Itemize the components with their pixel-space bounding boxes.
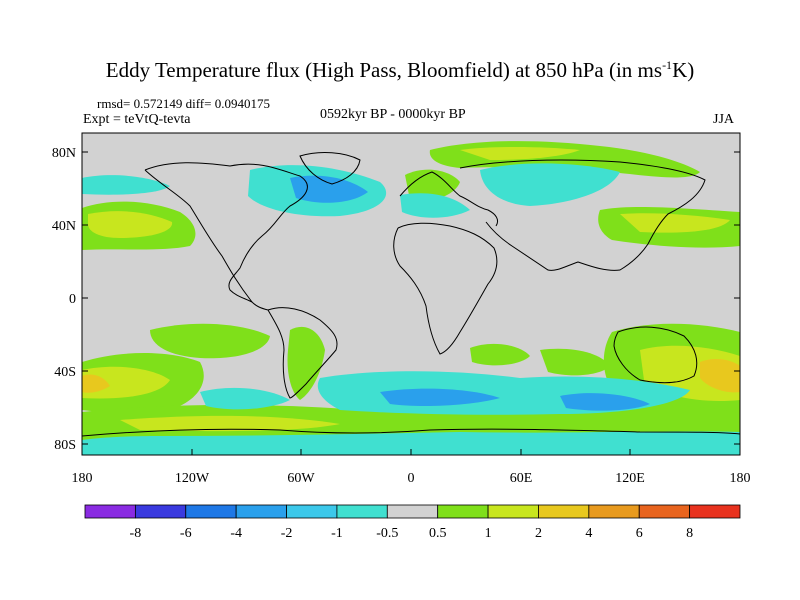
colorbar-swatch — [689, 504, 741, 519]
lon-tick-label: 0 — [408, 471, 415, 486]
patch-neg — [82, 431, 740, 455]
patch-pos — [405, 169, 460, 202]
lon-axis — [81, 449, 741, 455]
colorbar-swatch — [235, 504, 287, 519]
lon-tick-label: 60W — [287, 471, 315, 486]
colorbar-label: 2 — [535, 526, 542, 541]
coast-south-america — [267, 307, 338, 399]
coast-antarctica — [82, 428, 740, 437]
patch-neg — [400, 193, 470, 218]
lon-tick-label: 120W — [175, 471, 210, 486]
coastlines — [82, 152, 740, 437]
coast-australia — [613, 326, 698, 384]
anomaly-field — [82, 141, 740, 455]
patch-pos — [120, 415, 340, 432]
lon-tick-labels: 180 120W 60W 0 60E 120E 180 — [72, 471, 751, 486]
patch-pos — [82, 374, 110, 393]
patch-neg — [290, 175, 368, 203]
colorbar-swatch — [588, 504, 640, 519]
colorbar-label: 4 — [585, 526, 592, 541]
patch-pos — [287, 326, 325, 400]
lon-tick-label: 60E — [510, 471, 533, 486]
colorbar-swatch — [185, 504, 237, 519]
patch-pos — [620, 213, 730, 233]
lat-tick-label: 40S — [54, 365, 76, 380]
coast-europe — [399, 171, 499, 227]
colorbar-label: -8 — [130, 526, 142, 541]
colorbar-label: -6 — [180, 526, 192, 541]
colorbar-label: 0.5 — [429, 526, 447, 541]
lat-tick-label: 80S — [54, 438, 76, 453]
patch-pos — [88, 211, 173, 238]
colorbar — [84, 504, 741, 519]
lon-tick-label: 120E — [615, 471, 645, 486]
patch-pos — [150, 323, 270, 359]
coast-asia — [459, 159, 706, 271]
colorbar-labels: -8 -6 -4 -2 -1 -0.5 0.5 1 2 4 6 8 — [130, 526, 694, 541]
colorbar-label: -4 — [230, 526, 242, 541]
coast-greenland — [299, 152, 361, 185]
colorbar-label: 8 — [686, 526, 693, 541]
stats-label: rmsd= 0.572149 diff= 0.0940175 — [97, 96, 270, 111]
lon-tick-label: 180 — [72, 471, 93, 486]
colorbar-swatch — [437, 504, 489, 519]
patch-pos — [460, 147, 580, 160]
coast-north-america-west — [144, 169, 253, 303]
patch-neg — [380, 388, 500, 406]
lat-tick-label: 0 — [69, 292, 76, 307]
coast-north-america — [144, 162, 308, 311]
patch-pos — [470, 343, 530, 366]
patch-neg — [200, 387, 290, 410]
colorbar-swatch — [134, 504, 187, 519]
colorbar-label: -1 — [331, 526, 343, 541]
coast-africa — [393, 222, 498, 355]
lat-axis — [82, 151, 740, 445]
colorbar-swatch — [386, 504, 439, 519]
colorbar-swatch — [487, 504, 539, 519]
patch-neg — [480, 163, 620, 206]
lat-tick-label: 80N — [52, 146, 76, 161]
season-label: JJA — [713, 112, 735, 127]
lat-tick-labels: 80N 40N 0 40S 80S — [52, 146, 76, 453]
patch-pos — [540, 348, 610, 376]
colorbar-label: -0.5 — [376, 526, 398, 541]
colorbar-swatch — [638, 504, 691, 519]
colorbar-label: 6 — [636, 526, 643, 541]
colorbar-swatch — [538, 504, 590, 519]
colorbar-swatch — [84, 504, 136, 519]
experiment-label: Expt = teVtQ-tevta — [83, 112, 191, 127]
lon-tick-label: 180 — [730, 471, 751, 486]
patch-pos — [700, 359, 740, 393]
plot-title: Eddy Temperature flux (High Pass, Bloomf… — [105, 58, 695, 82]
colorbar-swatch — [286, 504, 338, 519]
colorbar-swatch — [336, 504, 388, 519]
patch-neg — [560, 393, 650, 411]
lat-tick-label: 40N — [52, 219, 76, 234]
period-label: 0592kyr BP - 0000kyr BP — [320, 107, 466, 122]
colorbar-label: -2 — [281, 526, 293, 541]
patch-pos — [82, 366, 170, 399]
patch-neg — [82, 175, 170, 195]
colorbar-label: 1 — [485, 526, 492, 541]
